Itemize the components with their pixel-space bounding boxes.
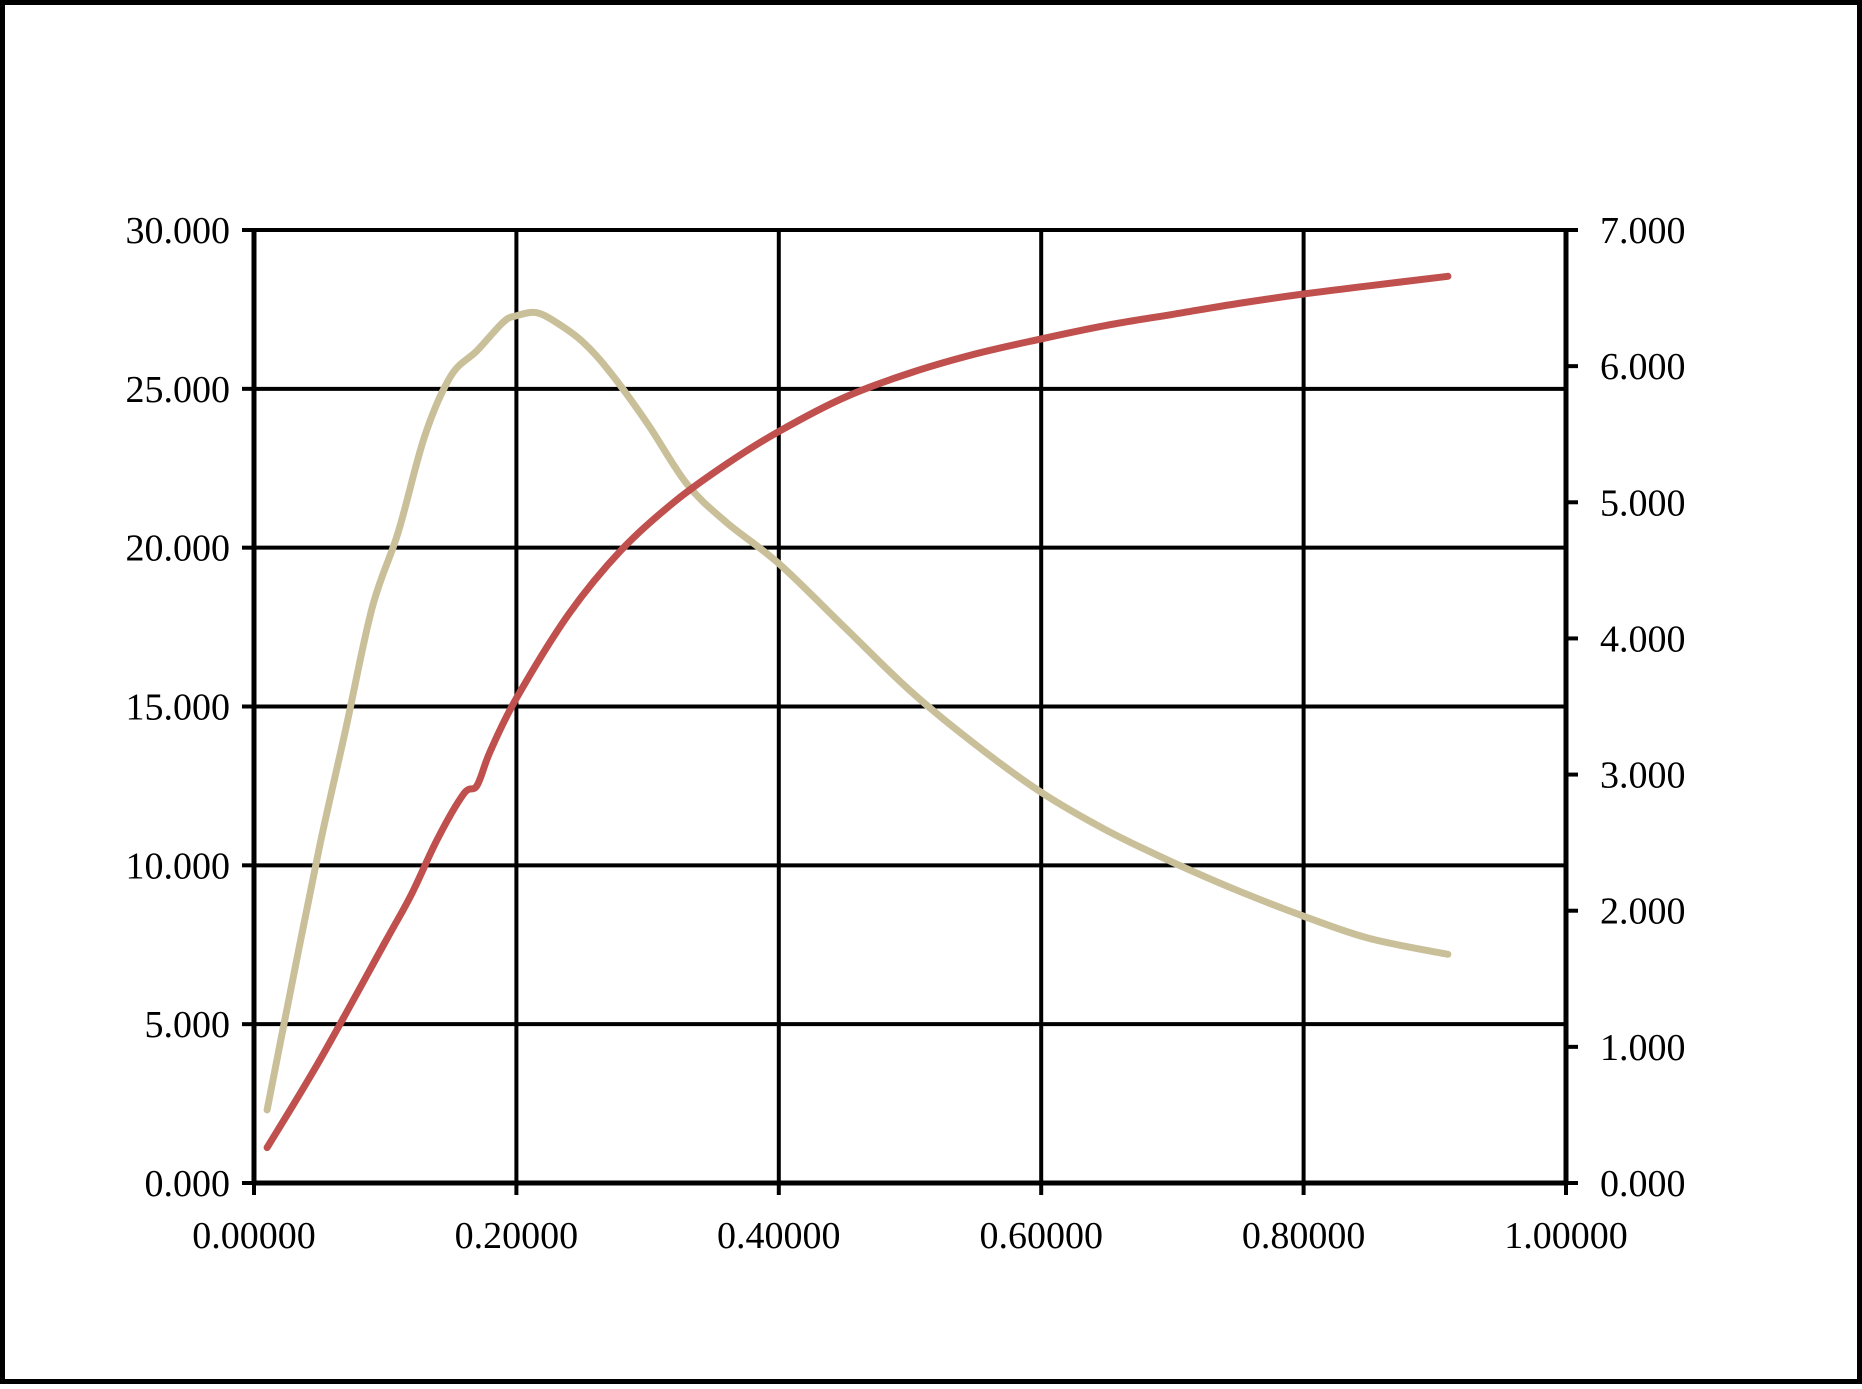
- series-line-right-axis: [263, 272, 1452, 1152]
- y-tick-label: 25.000: [126, 369, 231, 411]
- dual-axis-line-chart: 0.000 5.000 10.000 15.000 20.000 25.000 30.000…: [126, 210, 1686, 1257]
- y2-tick-label: 5.000: [1600, 482, 1686, 524]
- y2-tick-label: 7.000: [1600, 210, 1686, 252]
- x-tick-label: 0.80000: [1242, 1215, 1366, 1257]
- x-tick-label: 0.40000: [717, 1215, 841, 1257]
- x-tick-label: 0.00000: [192, 1215, 316, 1257]
- series-lines: [263, 272, 1452, 1152]
- y2-tick-label: 3.000: [1600, 755, 1686, 797]
- tick-labels: 0.000 5.000 10.000 15.000 20.000 25.000 30.000…: [126, 210, 1686, 1257]
- series-line-left-axis: [263, 308, 1452, 1114]
- y-tick-label: 20.000: [126, 528, 231, 570]
- y-tick-label: 15.000: [126, 687, 231, 729]
- y2-tick-label: 1.000: [1600, 1027, 1686, 1069]
- x-tick-label: 1.00000: [1504, 1215, 1628, 1257]
- x-tick-label: 0.20000: [455, 1215, 579, 1257]
- y-tick-label: 30.000: [126, 210, 231, 252]
- axes: [242, 228, 1578, 1195]
- y2-tick-label: 2.000: [1600, 891, 1686, 933]
- y-tick-label: 5.000: [145, 1004, 231, 1046]
- y-tick-label: 10.000: [126, 845, 231, 887]
- x-tick-label: 0.60000: [979, 1215, 1103, 1257]
- y2-tick-label: 0.000: [1600, 1163, 1686, 1205]
- y2-tick-label: 6.000: [1600, 346, 1686, 388]
- y-tick-label: 0.000: [145, 1163, 231, 1205]
- y2-tick-label: 4.000: [1600, 618, 1686, 660]
